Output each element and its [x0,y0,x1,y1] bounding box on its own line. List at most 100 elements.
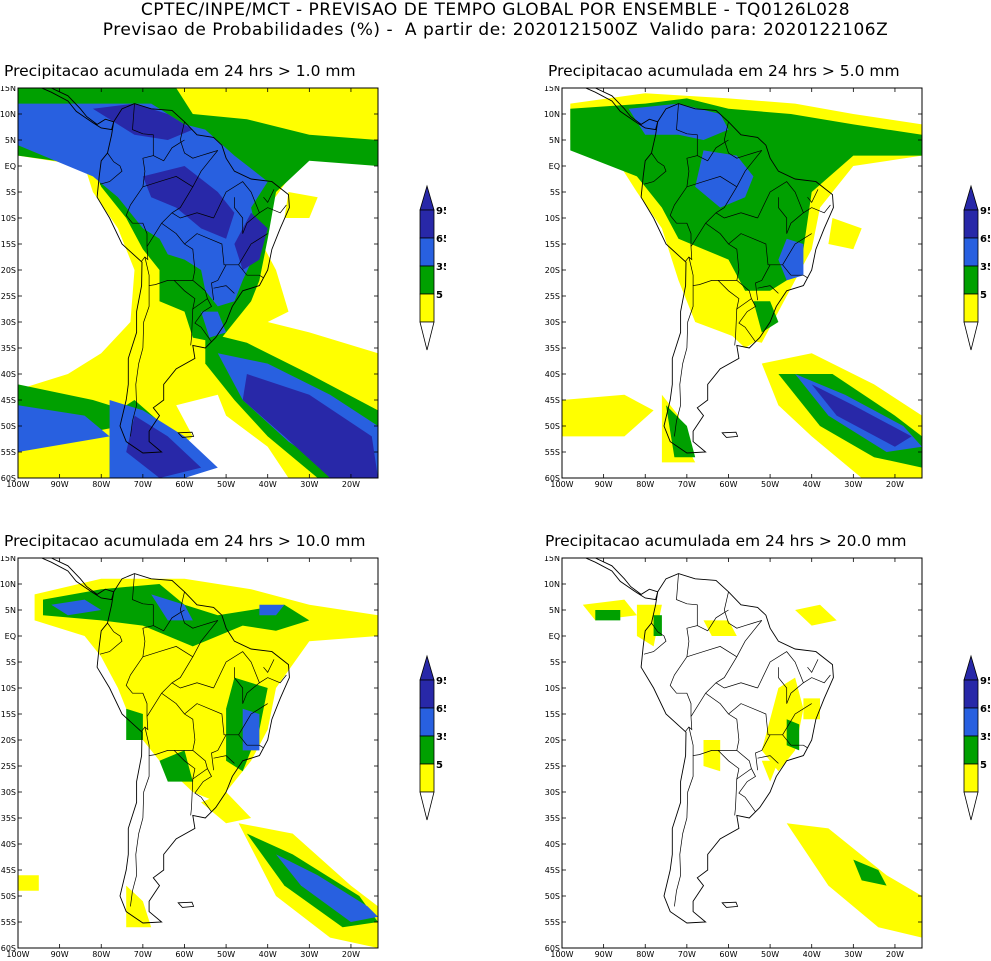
lat-label: 10S [1,214,16,223]
lat-label: 30S [1,788,16,797]
prob-area-35 [126,708,143,740]
country-border [211,734,227,771]
colorbar-label: 35 [980,262,990,273]
colorbar-segment [963,707,979,737]
lat-label: 25S [1,292,16,301]
colorbar-segment [419,707,435,737]
country-border [259,674,287,684]
lat-label: 55S [1,918,16,927]
lat-label: 15N [0,86,16,93]
panel-1-title: Precipitacao acumulada em 24 hrs > 1.0 m… [4,62,356,80]
country-border [757,651,804,704]
country-border [715,656,738,684]
lon-label: 70W [134,480,152,489]
country-border [803,204,831,214]
lon-label: 40W [259,950,277,959]
panel-2-map: 15N 10N 5N EQ 5S 10S 15S 20S 25S 30S 35S 40S 45S 50S 5… [544,86,990,491]
country-border [705,212,758,224]
lat-label: 45S [545,866,560,875]
lat-label: 50S [545,422,560,431]
prob-area-95 [234,212,268,270]
country-border [755,264,771,301]
lat-label: 40S [545,840,560,849]
lat-label: 10N [0,580,16,589]
country-border [807,189,819,204]
colorbar-label: 95 [436,206,446,217]
country-border [130,285,150,437]
colorbar-segment [963,265,979,295]
colorbar-segment [419,265,435,295]
south-america-coastline [96,573,290,924]
country-border [192,620,219,657]
central-america-coastline [562,88,659,131]
country-border [213,755,235,764]
lat-label: 15S [1,240,16,249]
lat-label: EQ [549,632,560,641]
colorbar-segment [963,679,979,709]
prob-area-5 [761,760,779,782]
header-line1: CPTEC/INPE/MCT - PREVISAO DE TEMPO GLOBA… [140,0,851,20]
prob-area-5 [126,885,152,928]
lat-label: 40S [545,370,560,379]
country-border [728,233,792,276]
panel-3-map: 15N 10N 5N EQ 5S 10S 15S 20S 25S 30S 35S 40S 45S 50S 5… [0,556,446,961]
country-border [213,181,260,234]
south-america-coastline [640,573,834,924]
country-border [142,646,193,658]
lon-label: 100W [6,950,29,959]
lat-label: 10N [544,110,560,119]
lat-label: 5S [550,658,560,667]
country-border [734,778,738,816]
prob-area-95 [811,384,912,447]
country-border [190,308,194,346]
prob-area-65 [628,103,729,140]
lon-label: 20W [342,950,360,959]
header-line2: Previsao de Probabilidades (%) - A parti… [102,20,889,40]
lon-label: 70W [678,480,696,489]
colorbar-label: 95 [980,676,990,687]
country-border [141,246,149,262]
panel-1-map: 15N 10N 5N EQ 5S 10S 15S 20S 25S 30S 35S 40S 45S 50S 5… [0,86,446,491]
country-border [778,667,788,704]
lon-label: 60W [719,950,737,959]
country-border [125,573,154,717]
lat-label: 20S [1,736,16,745]
lon-label: 60W [175,480,193,489]
colorbar-segment [963,237,979,267]
country-border [778,197,788,234]
prob-area-35 [570,98,922,291]
lat-label: 25S [1,762,16,771]
lat-label: 40S [1,370,16,379]
lat-label: 60S [1,474,16,483]
lat-label: EQ [549,162,560,171]
prob-area-95 [92,103,193,140]
lon-label: 30W [300,480,318,489]
lat-label: 15N [0,556,16,563]
country-border [674,285,694,437]
lat-label: 15S [1,710,16,719]
country-border [213,651,260,704]
prob-area-65 [51,599,102,616]
map-svg: 15N 10N 5N EQ 5S 10S 15S 20S 25S 30S 35S 40S 45S 50S 5… [0,556,446,959]
country-border [705,682,758,694]
country-border [171,186,194,214]
lat-label: 35S [1,814,16,823]
country-border [259,204,287,214]
colorbar-top-arrow [419,654,435,681]
country-border [192,150,219,187]
lon-label: 40W [259,480,277,489]
colorbar-segment [419,237,435,267]
country-border [171,656,194,684]
central-america-coastline [18,558,115,601]
lat-label: 15N [544,86,560,93]
prob-area-95 [242,374,378,478]
prob-area-5 [786,823,922,938]
lon-label: 50W [761,950,779,959]
lat-label: 35S [545,814,560,823]
colorbar-segment [419,679,435,709]
country-border [697,609,729,632]
colorbar-label: 5 [980,290,987,301]
lat-label: 55S [545,918,560,927]
lon-label: 80W [92,950,110,959]
lat-label: 50S [545,892,560,901]
